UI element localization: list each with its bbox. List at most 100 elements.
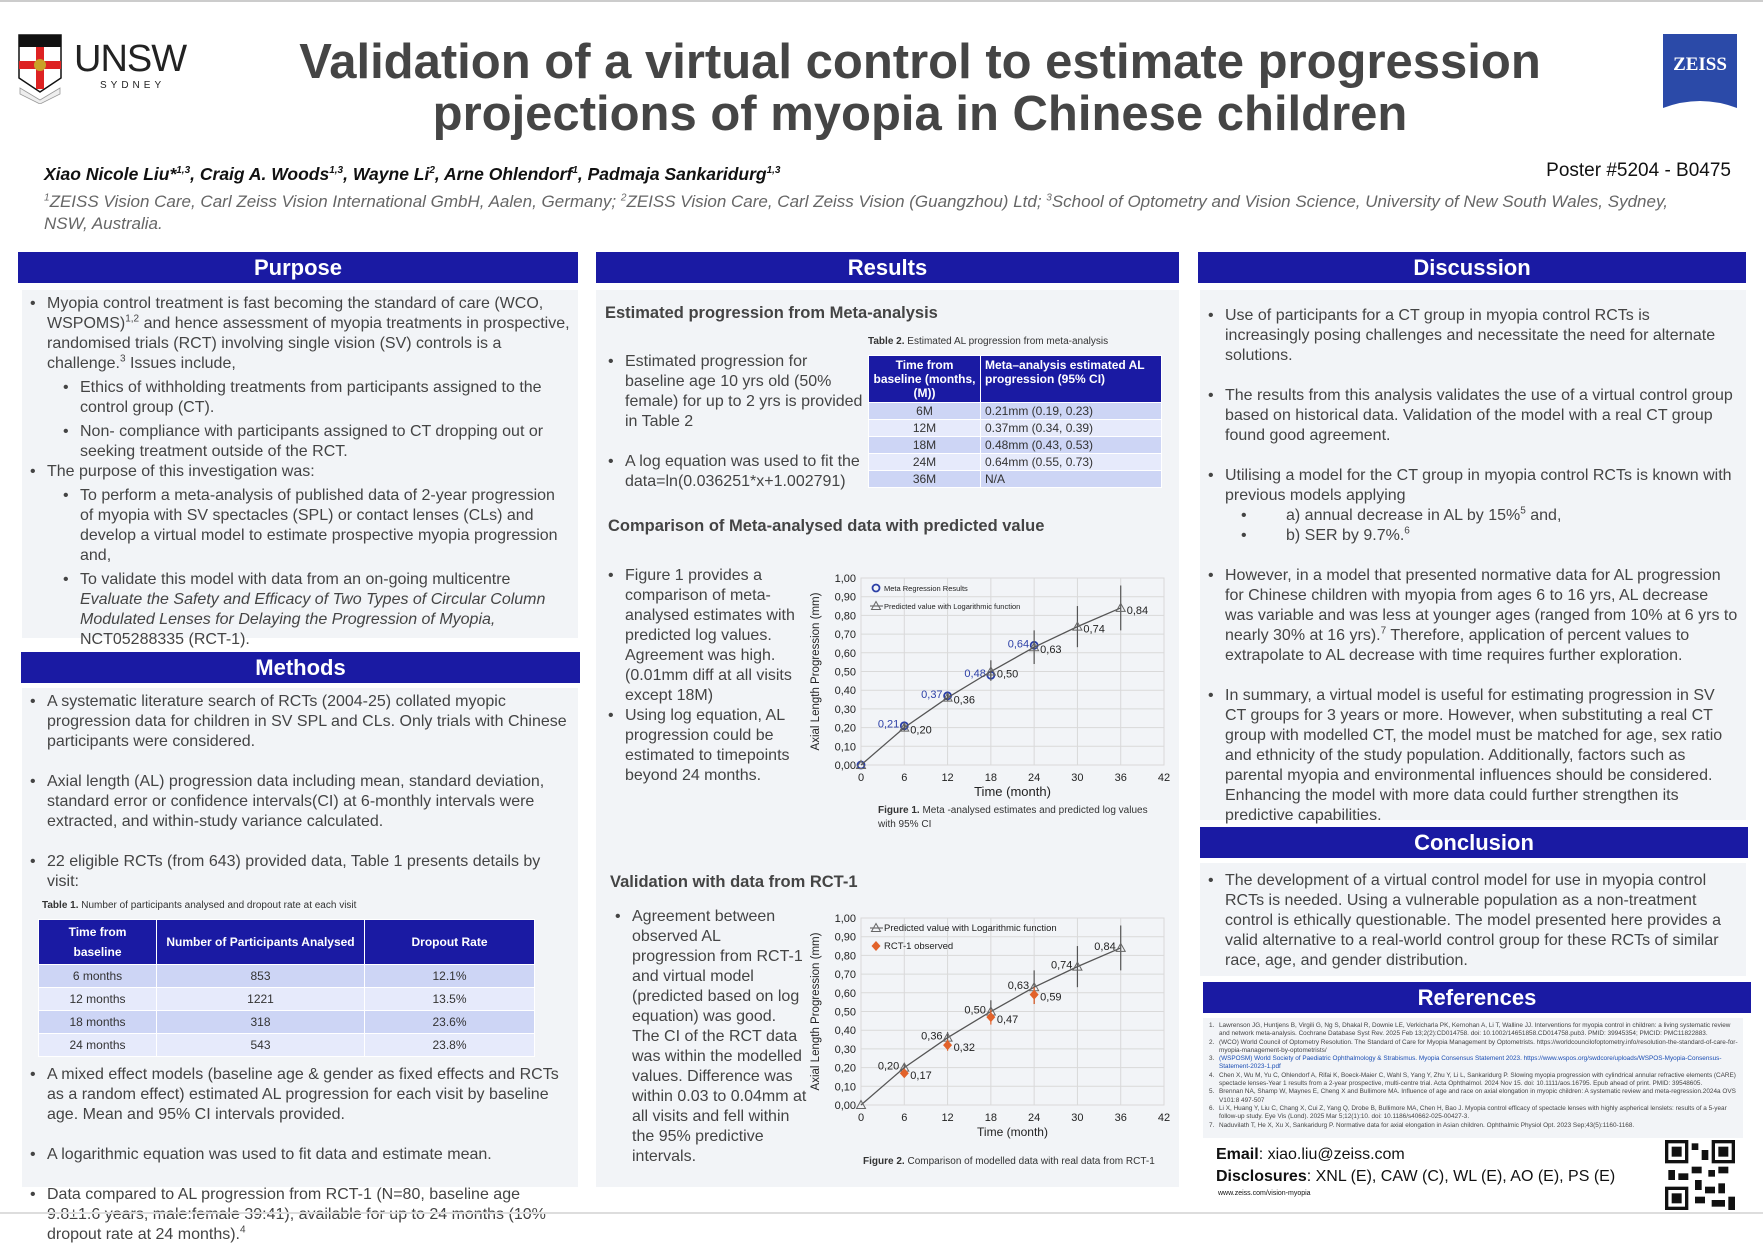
cell: 12M <box>868 419 981 437</box>
data-label: 0,59 <box>1040 992 1061 1004</box>
email-link[interactable]: : xiao.liu@zeiss.com <box>1258 1146 1405 1163</box>
methods-bullet: 22 eligible RCTs (from 643) provided dat… <box>22 852 570 892</box>
cell: 0.48mm (0.43, 0.53) <box>980 436 1162 454</box>
data-point <box>1115 602 1127 612</box>
methods-heading: Methods <box>21 652 580 683</box>
discussion-sub-bullet: a) annual decrease in AL by 15%5 and, <box>1200 506 1738 526</box>
caption-label: Figure 2. <box>863 1156 905 1167</box>
cell: 18M <box>868 436 981 454</box>
x-tick-label: 6 <box>901 772 907 784</box>
y-tick-label: 0,60 <box>835 988 856 1000</box>
purpose-sub-bullet: To validate this model with data from an… <box>22 570 570 650</box>
title-line-1: Validation of a virtual control to estim… <box>299 35 1541 89</box>
citation: 5 <box>1520 505 1526 517</box>
purpose-heading: Purpose <box>18 252 578 283</box>
figure-2-chart: 0,00 0,10 0,20 0,30 0,40 0,50 0,60 0,70 0,80 0,90… <box>810 913 1170 1139</box>
caption-text: Meta -analysed estimates and predicted l… <box>878 805 1148 830</box>
data-point <box>942 692 953 702</box>
legend-marker <box>871 941 881 951</box>
data-point <box>1115 942 1127 952</box>
data-label: 0,17 <box>910 1070 931 1082</box>
author: , Craig A. Woods <box>190 164 330 184</box>
cell: 24M <box>868 453 981 471</box>
zeiss-badge-icon <box>1663 34 1737 108</box>
x-tick-label: 24 <box>1028 1112 1040 1124</box>
y-tick-label: 0,30 <box>835 704 856 716</box>
legend-label: Predicted value with Logarithmic functio… <box>884 602 1020 611</box>
conclusion-panel: The development of a virtual control mod… <box>1200 863 1746 976</box>
x-tick-label: 12 <box>941 1112 953 1124</box>
purpose-sub-bullet: Non- compliance with participants assign… <box>22 422 570 462</box>
references-heading: References <box>1203 982 1751 1013</box>
unsw-wordmark: UNSW <box>74 38 187 80</box>
table-row: 6M 0.21mm (0.19, 0.23) <box>868 402 1162 420</box>
cell: 0.21mm (0.19, 0.23) <box>980 402 1162 420</box>
author-affil-sup: 1,3 <box>329 165 344 177</box>
x-tick-label: 36 <box>1115 772 1127 784</box>
data-label: 0,36 <box>921 1031 942 1043</box>
disclosures-label: Disclosures <box>1216 1168 1307 1185</box>
table1-caption: Table 1. Number of participants analysed… <box>42 896 570 916</box>
email-line: Email: xiao.liu@zeiss.com <box>1216 1144 1615 1166</box>
website-link[interactable]: www.zeiss.com/vision-myopia <box>1218 1190 1311 1197</box>
reference-text: (WSPOSM) World Society of Paediatric Oph… <box>1219 1055 1722 1071</box>
x-tick-label: 12 <box>941 772 953 784</box>
reference-text: (WCO) World Council of Optometry Resolut… <box>1219 1038 1738 1054</box>
reference-item: 3. (WSPOSM) World Society of Paediatric O… <box>1209 1055 1722 1071</box>
y-tick-label: 0,00 <box>835 1100 856 1112</box>
data-point <box>1072 621 1083 631</box>
reference-text: Chen X, Wu M, Yu C, Ohlendorf A, Rifai K… <box>1219 1071 1736 1088</box>
data-label: 0,50 <box>997 669 1018 681</box>
results-bullet: Figure 1 provides a comparison of meta-a… <box>600 566 800 706</box>
table-row: 36M N/A <box>868 470 1162 488</box>
purpose-panel: Myopia control treatment is fast becomin… <box>22 290 578 648</box>
data-point <box>855 759 867 769</box>
caption-text: Number of participants analysed and drop… <box>78 900 357 911</box>
disclosures-line: Disclosures: XNL (E), CAW (C), WL (E), A… <box>1216 1166 1615 1188</box>
methods-bullet: A systematic literature search of RCTs (… <box>22 692 570 752</box>
reference-text: Brennan NA, Shamp W, Maynes E, Cheng X a… <box>1219 1088 1736 1104</box>
references-panel: 1. Lawrenson JG, Huntjens B, Virgili G, N… <box>1203 1018 1743 1138</box>
data-point <box>855 1099 867 1109</box>
data-label: 0,47 <box>997 1014 1018 1026</box>
reference-item: 2. (WCO) World Council of Optometry Resol… <box>1209 1038 1738 1054</box>
affiliation: School of Optometry and Vision Science, … <box>44 192 1668 233</box>
cell: 24 months <box>38 1033 157 1057</box>
data-label: 0,20 <box>910 725 931 737</box>
data-label: 0,63 <box>1040 644 1061 656</box>
data-label: 0,63 <box>1008 980 1029 992</box>
reference-item: 7. Naduvilath T, He X, Xu X, Sankaridurg … <box>1209 1121 1635 1129</box>
purpose-bullet: Myopia control treatment is fast becomin… <box>22 294 570 374</box>
discussion-panel: Use of participants for a CT group in my… <box>1200 290 1746 824</box>
data-point <box>943 1040 953 1051</box>
cell: 0.64mm (0.55, 0.73) <box>980 453 1162 471</box>
y-tick-label: 0,20 <box>835 1063 856 1075</box>
author-list: Xiao Nicole Liu*1,3, Craig A. Woods1,3, … <box>44 164 780 185</box>
author-affil-sup: 2 <box>429 165 435 177</box>
spacer <box>1200 546 1738 566</box>
table2-caption: Table 2. Estimated AL progression from m… <box>868 336 1108 347</box>
text: Therefore, application of percent values… <box>1225 627 1690 664</box>
data-label: 0,20 <box>878 1061 899 1073</box>
reference-text: Naduvilath T, He X, Xu X, Sankaridurg P.… <box>1219 1121 1635 1129</box>
text: and hence assessment of myopia treatment… <box>47 315 570 372</box>
methods-panel: A systematic literature search of RCTs (… <box>22 688 578 1243</box>
x-tick-label: 42 <box>1158 772 1170 784</box>
y-tick-label: 0,70 <box>835 629 856 641</box>
text: Myopia control treatment is fast becomin… <box>47 295 544 332</box>
results-bullet: Estimated progression for baseline age 1… <box>600 352 866 432</box>
x-tick-label: 18 <box>985 772 997 784</box>
qr-code-icon[interactable] <box>1665 1140 1735 1210</box>
spacer <box>1200 366 1738 386</box>
results-heading: Results <box>596 252 1179 283</box>
data-point <box>1028 641 1040 652</box>
x-tick-label: 0 <box>858 1112 864 1124</box>
y-tick-label: 0,30 <box>835 1044 856 1056</box>
data-label: 0,74 <box>1051 960 1072 972</box>
spacer <box>22 1125 570 1145</box>
x-tick-label: 24 <box>1028 772 1040 784</box>
discussion-bullet: However, in a model that presented norma… <box>1200 566 1738 666</box>
cell: 543 <box>156 1033 365 1057</box>
reference-text: Li X, Huang Y, Liu C, Chang X, Cui Z, Ya… <box>1219 1104 1727 1121</box>
table-2: Time from baseline (months, (M)) Meta–an… <box>868 355 1162 488</box>
